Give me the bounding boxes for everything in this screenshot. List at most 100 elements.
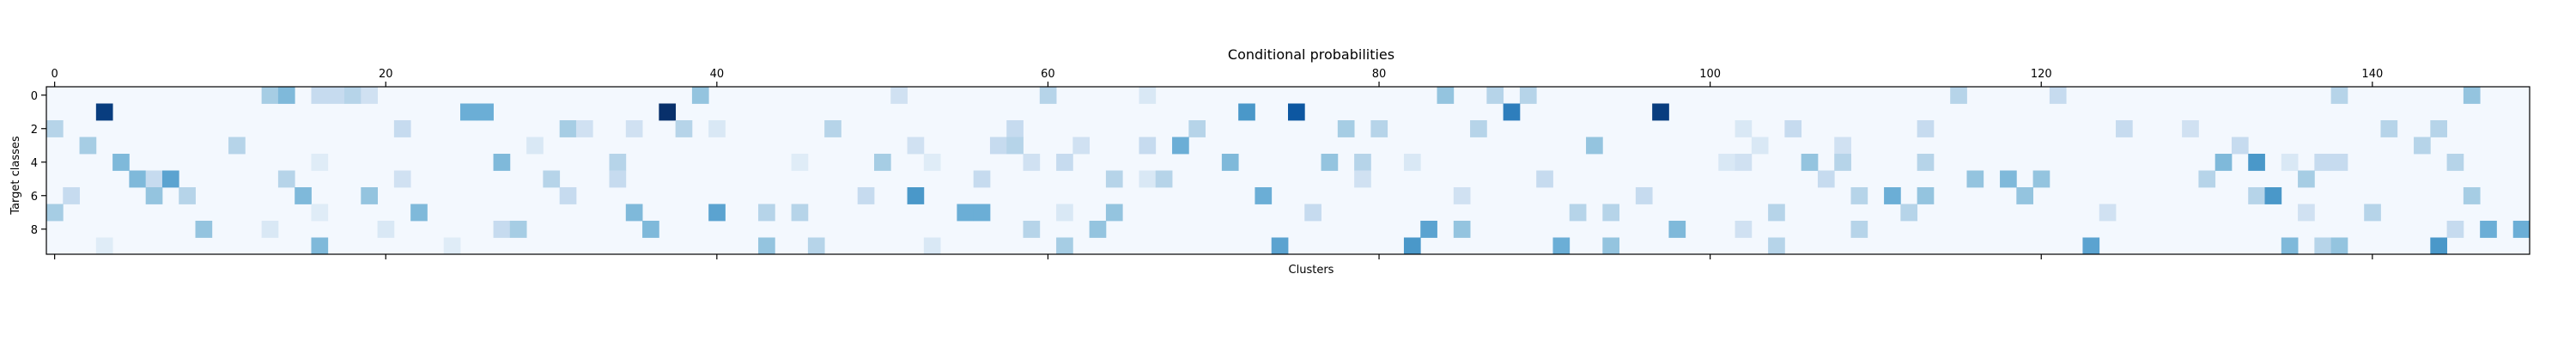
heatmap-cell	[2248, 187, 2265, 204]
x-tick-label: 100	[1699, 68, 1721, 81]
y-tick-label: 8	[31, 224, 38, 237]
x-tick-label: 60	[1041, 68, 1055, 81]
heatmap-cell	[2364, 204, 2381, 222]
heatmap-cell	[261, 87, 279, 104]
heatmap-cell	[327, 87, 345, 104]
heatmap-cell	[543, 170, 561, 188]
heatmap-cell	[393, 120, 411, 137]
x-tick-label: 20	[379, 68, 393, 81]
heatmap-cell	[443, 237, 461, 255]
heatmap-cell	[1768, 237, 1785, 255]
heatmap-cell	[559, 120, 577, 137]
heatmap-cell	[95, 103, 113, 121]
heatmap-cell	[112, 154, 130, 171]
heatmap-cell	[2099, 204, 2117, 222]
heatmap-cell	[2512, 221, 2530, 238]
heatmap-cell	[2248, 154, 2265, 171]
heatmap-cell	[1569, 204, 1587, 222]
heatmap-cell	[377, 221, 395, 238]
heatmap-cell	[609, 170, 627, 188]
heatmap-cell	[1635, 187, 1653, 204]
heatmap-cell	[1105, 204, 1123, 222]
y-axis-ticks: 0 2 4 6 8	[31, 90, 46, 237]
heatmap-cell	[1834, 154, 1851, 171]
heatmap-cell	[1370, 120, 1388, 137]
heatmap-cell	[625, 120, 643, 137]
heatmap-cell	[2330, 87, 2348, 104]
heatmap-cell	[857, 187, 875, 204]
heatmap-cell	[1056, 237, 1073, 255]
heatmap-cell	[575, 120, 593, 137]
heatmap-cell	[1321, 154, 1339, 171]
heatmap-cell	[1403, 154, 1421, 171]
heatmap-cell	[1735, 154, 1753, 171]
heatmap-cell	[1354, 154, 1371, 171]
heatmap-cell	[1023, 154, 1041, 171]
heatmap-cell	[2330, 237, 2348, 255]
heatmap-cell	[2215, 154, 2233, 171]
heatmap-cell	[642, 221, 659, 238]
heatmap-cell	[691, 87, 709, 104]
heatmap-cell	[1288, 103, 1305, 121]
heatmap-cell	[1917, 120, 1935, 137]
heatmap-cell	[758, 204, 775, 222]
heatmap-cell	[973, 170, 991, 188]
heatmap-cell	[2182, 120, 2199, 137]
heatmap-cell	[1139, 137, 1157, 155]
heatmap-cell	[2314, 154, 2332, 171]
heatmap-cell	[46, 204, 64, 222]
heatmap-cell	[1718, 154, 1735, 171]
heatmap-cell	[460, 103, 477, 121]
heatmap-cell	[791, 154, 809, 171]
heatmap-cell	[824, 120, 841, 137]
x-tick-label: 0	[51, 68, 58, 81]
heatmap-cell	[1784, 120, 1802, 137]
heatmap-cell	[2463, 87, 2481, 104]
heatmap-cell	[1337, 120, 1355, 137]
heatmap-cell	[195, 221, 213, 238]
x-tick-label: 40	[710, 68, 725, 81]
heatmap-cell	[2049, 87, 2067, 104]
heatmap-cell	[625, 204, 643, 222]
x-axis-label: Clusters	[1289, 264, 1334, 277]
heatmap-cell	[526, 137, 544, 155]
heatmap-cell	[2281, 237, 2299, 255]
heatmap-cell	[477, 103, 494, 121]
heatmap-cell	[161, 170, 179, 188]
heatmap-cell	[609, 154, 627, 171]
heatmap-cell	[2446, 221, 2464, 238]
heatmap-cell	[1602, 237, 1619, 255]
heatmap-cell	[989, 137, 1007, 155]
heatmap-cell	[957, 204, 975, 222]
heatmap-cell	[1519, 87, 1537, 104]
heatmap-cell	[1105, 170, 1123, 188]
heatmap-cell	[2446, 154, 2464, 171]
heatmap-cell	[1271, 237, 1289, 255]
heatmap-cell	[2298, 204, 2315, 222]
heatmap-cell	[1255, 187, 1273, 204]
heatmap-cell	[1486, 87, 1504, 104]
heatmap-cell	[1354, 170, 1371, 188]
heatmap-cell	[2264, 187, 2282, 204]
heatmap-cell	[1238, 103, 1255, 121]
heatmap-cell	[1801, 154, 1819, 171]
heatmap-cell	[1453, 187, 1471, 204]
heatmap-cell	[311, 87, 329, 104]
heatmap-cell	[758, 237, 775, 255]
heatmap-cell	[923, 154, 941, 171]
heatmap-cell	[2116, 120, 2133, 137]
heatmap-cell	[1039, 87, 1057, 104]
heatmap-cell	[2314, 237, 2332, 255]
heatmap-cell	[1735, 120, 1753, 137]
heatmap-cell	[129, 170, 147, 188]
heatmap-cell	[2198, 170, 2216, 188]
heatmap-cell	[311, 204, 329, 222]
heatmap-cell	[228, 137, 246, 155]
heatmap-cell	[277, 170, 295, 188]
heatmap-cell	[1652, 103, 1669, 121]
heatmap-cell	[2414, 137, 2431, 155]
heatmap-cell	[1884, 187, 1901, 204]
heatmap-cell	[659, 103, 677, 121]
heatmap-cell	[63, 187, 80, 204]
